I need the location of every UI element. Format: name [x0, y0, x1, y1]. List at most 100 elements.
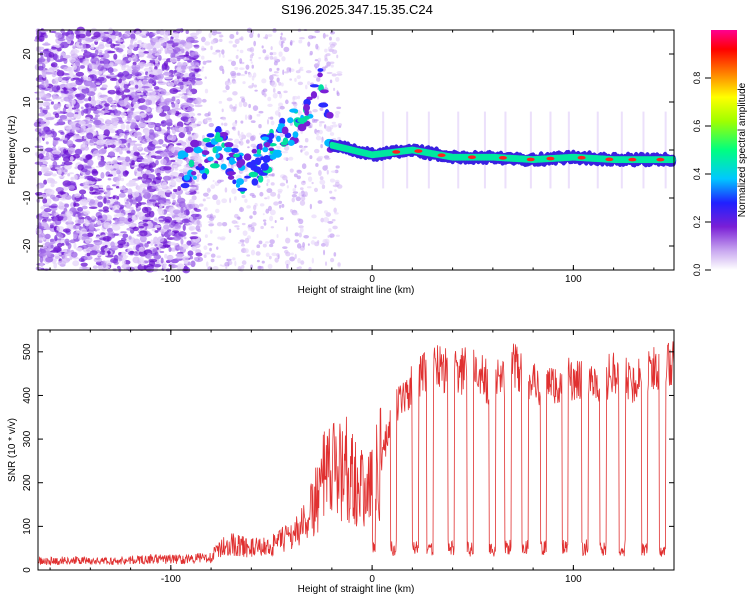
noise-blob — [141, 86, 150, 89]
ridge-blob — [190, 139, 200, 148]
noise-blob — [34, 161, 44, 165]
noise-blob — [181, 70, 186, 73]
noise-blob — [248, 103, 251, 109]
noise-blob — [303, 145, 308, 148]
noise-blob — [102, 206, 109, 211]
noise-blob — [321, 184, 326, 190]
noise-blob — [157, 236, 165, 243]
noise-blob — [163, 132, 170, 136]
noise-blob — [77, 212, 83, 219]
noise-blob — [222, 89, 227, 93]
noise-blob — [279, 217, 284, 221]
noise-blob — [71, 99, 76, 105]
ridge-blob — [257, 175, 264, 183]
noise-blob — [106, 187, 114, 191]
noise-blob — [40, 120, 45, 125]
noise-blob — [91, 168, 98, 174]
noise-blob — [53, 216, 58, 221]
ridge-blob — [276, 135, 281, 142]
noise-blob — [329, 132, 335, 136]
noise-blob — [173, 102, 179, 110]
ridge-blob — [250, 164, 258, 171]
noise-blob — [168, 145, 175, 152]
noise-blob — [311, 257, 315, 264]
noise-blob — [264, 56, 269, 61]
noise-streak — [664, 111, 667, 189]
noise-blob — [79, 198, 89, 206]
noise-blob — [232, 91, 238, 96]
noise-blob — [329, 190, 333, 194]
noise-blob — [319, 176, 324, 181]
noise-blob — [57, 169, 62, 176]
noise-blob — [166, 255, 174, 261]
noise-blob — [44, 171, 54, 176]
ridge-blob — [238, 159, 246, 166]
noise-blob — [115, 180, 120, 188]
noise-blob — [189, 51, 195, 58]
noise-blob — [269, 209, 276, 216]
noise-blob — [38, 112, 45, 117]
noise-blob — [159, 250, 165, 253]
noise-blob — [212, 52, 218, 55]
noise-blob — [148, 78, 154, 84]
noise-blob — [215, 49, 221, 53]
noise-blob — [230, 164, 234, 170]
noise-blob — [131, 107, 135, 112]
noise-blob — [226, 97, 233, 102]
ridge-blob — [268, 147, 275, 151]
noise-blob — [87, 175, 94, 181]
noise-blob — [106, 37, 113, 44]
noise-blob — [181, 78, 189, 82]
noise-blob — [199, 223, 202, 228]
noise-blob — [145, 92, 155, 97]
noise-blob — [217, 179, 222, 184]
ridge-blob — [244, 175, 252, 179]
ridge-blob — [221, 142, 226, 148]
noise-blob — [315, 131, 320, 136]
noise-blob — [224, 187, 228, 193]
noise-blob — [155, 176, 163, 181]
ridge-blob — [318, 102, 329, 108]
noise-blob — [159, 151, 166, 157]
ridge-blob — [228, 157, 235, 165]
noise-blob — [187, 250, 194, 256]
noise-blob — [318, 122, 322, 127]
noise-blob — [115, 113, 121, 117]
noise-blob — [74, 166, 79, 170]
noise-blob — [313, 74, 319, 79]
noise-blob — [137, 146, 142, 150]
noise-blob — [169, 247, 177, 252]
noise-blob — [50, 183, 55, 188]
noise-blob — [242, 230, 248, 237]
noise-blob — [173, 78, 179, 85]
ridge-blob — [254, 157, 262, 166]
noise-blob — [235, 55, 239, 59]
noise-blob — [216, 246, 219, 250]
noise-blob — [295, 70, 301, 74]
noise-blob — [220, 236, 226, 240]
noise-blob — [38, 35, 45, 42]
ridge-blob — [209, 163, 220, 169]
noise-blob — [251, 194, 257, 199]
noise-blob — [72, 260, 80, 267]
noise-blob — [282, 69, 285, 76]
noise-blob — [68, 185, 76, 190]
noise-blob — [190, 40, 199, 44]
noise-blob — [76, 93, 86, 101]
noise-blob — [204, 76, 207, 79]
noise-blob — [121, 116, 125, 119]
noise-blob — [78, 54, 83, 59]
noise-blob — [136, 75, 145, 80]
noise-blob — [184, 126, 193, 133]
noise-blob — [336, 90, 339, 95]
noise-blob — [188, 84, 193, 91]
noise-blob — [140, 260, 145, 267]
noise-blob — [185, 191, 191, 194]
noise-blob — [75, 247, 83, 251]
noise-blob — [62, 228, 71, 233]
noise-blob — [53, 156, 59, 161]
noise-blob — [37, 57, 46, 63]
noise-blob — [296, 243, 302, 249]
noise-blob — [114, 209, 121, 214]
noise-blob — [91, 55, 95, 59]
